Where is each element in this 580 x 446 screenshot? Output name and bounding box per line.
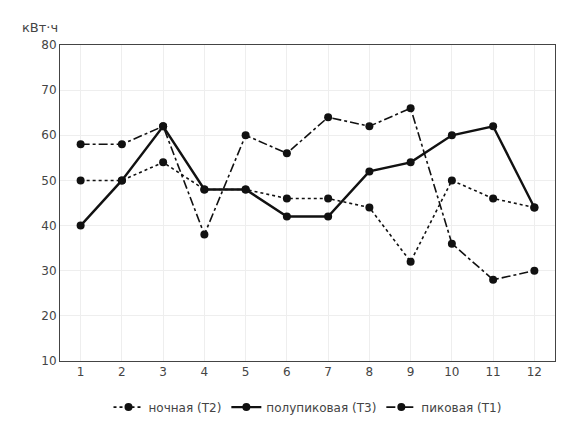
svg-text:70: 70 <box>41 83 56 97</box>
svg-text:4: 4 <box>201 365 209 379</box>
svg-text:12: 12 <box>527 365 542 379</box>
svg-text:1: 1 <box>77 365 85 379</box>
svg-text:8: 8 <box>366 365 374 379</box>
svg-text:30: 30 <box>41 264 56 278</box>
svg-text:ночная (Т2): ночная (Т2) <box>149 401 222 415</box>
svg-text:10: 10 <box>41 354 56 368</box>
svg-text:11: 11 <box>485 365 500 379</box>
svg-text:40: 40 <box>41 219 56 233</box>
svg-text:80: 80 <box>41 38 56 52</box>
svg-text:2: 2 <box>118 365 126 379</box>
svg-text:20: 20 <box>41 309 56 323</box>
svg-text:50: 50 <box>41 174 56 188</box>
svg-text:кВт·ч: кВт·ч <box>22 20 58 35</box>
svg-text:7: 7 <box>324 365 332 379</box>
svg-text:3: 3 <box>159 365 167 379</box>
svg-text:60: 60 <box>41 128 56 142</box>
svg-text:9: 9 <box>407 365 415 379</box>
svg-text:5: 5 <box>242 365 250 379</box>
svg-text:6: 6 <box>283 365 291 379</box>
svg-text:полупиковая (Т3): полупиковая (Т3) <box>266 401 376 415</box>
svg-text:10: 10 <box>444 365 459 379</box>
svg-text:пиковая (Т1): пиковая (Т1) <box>421 401 501 415</box>
